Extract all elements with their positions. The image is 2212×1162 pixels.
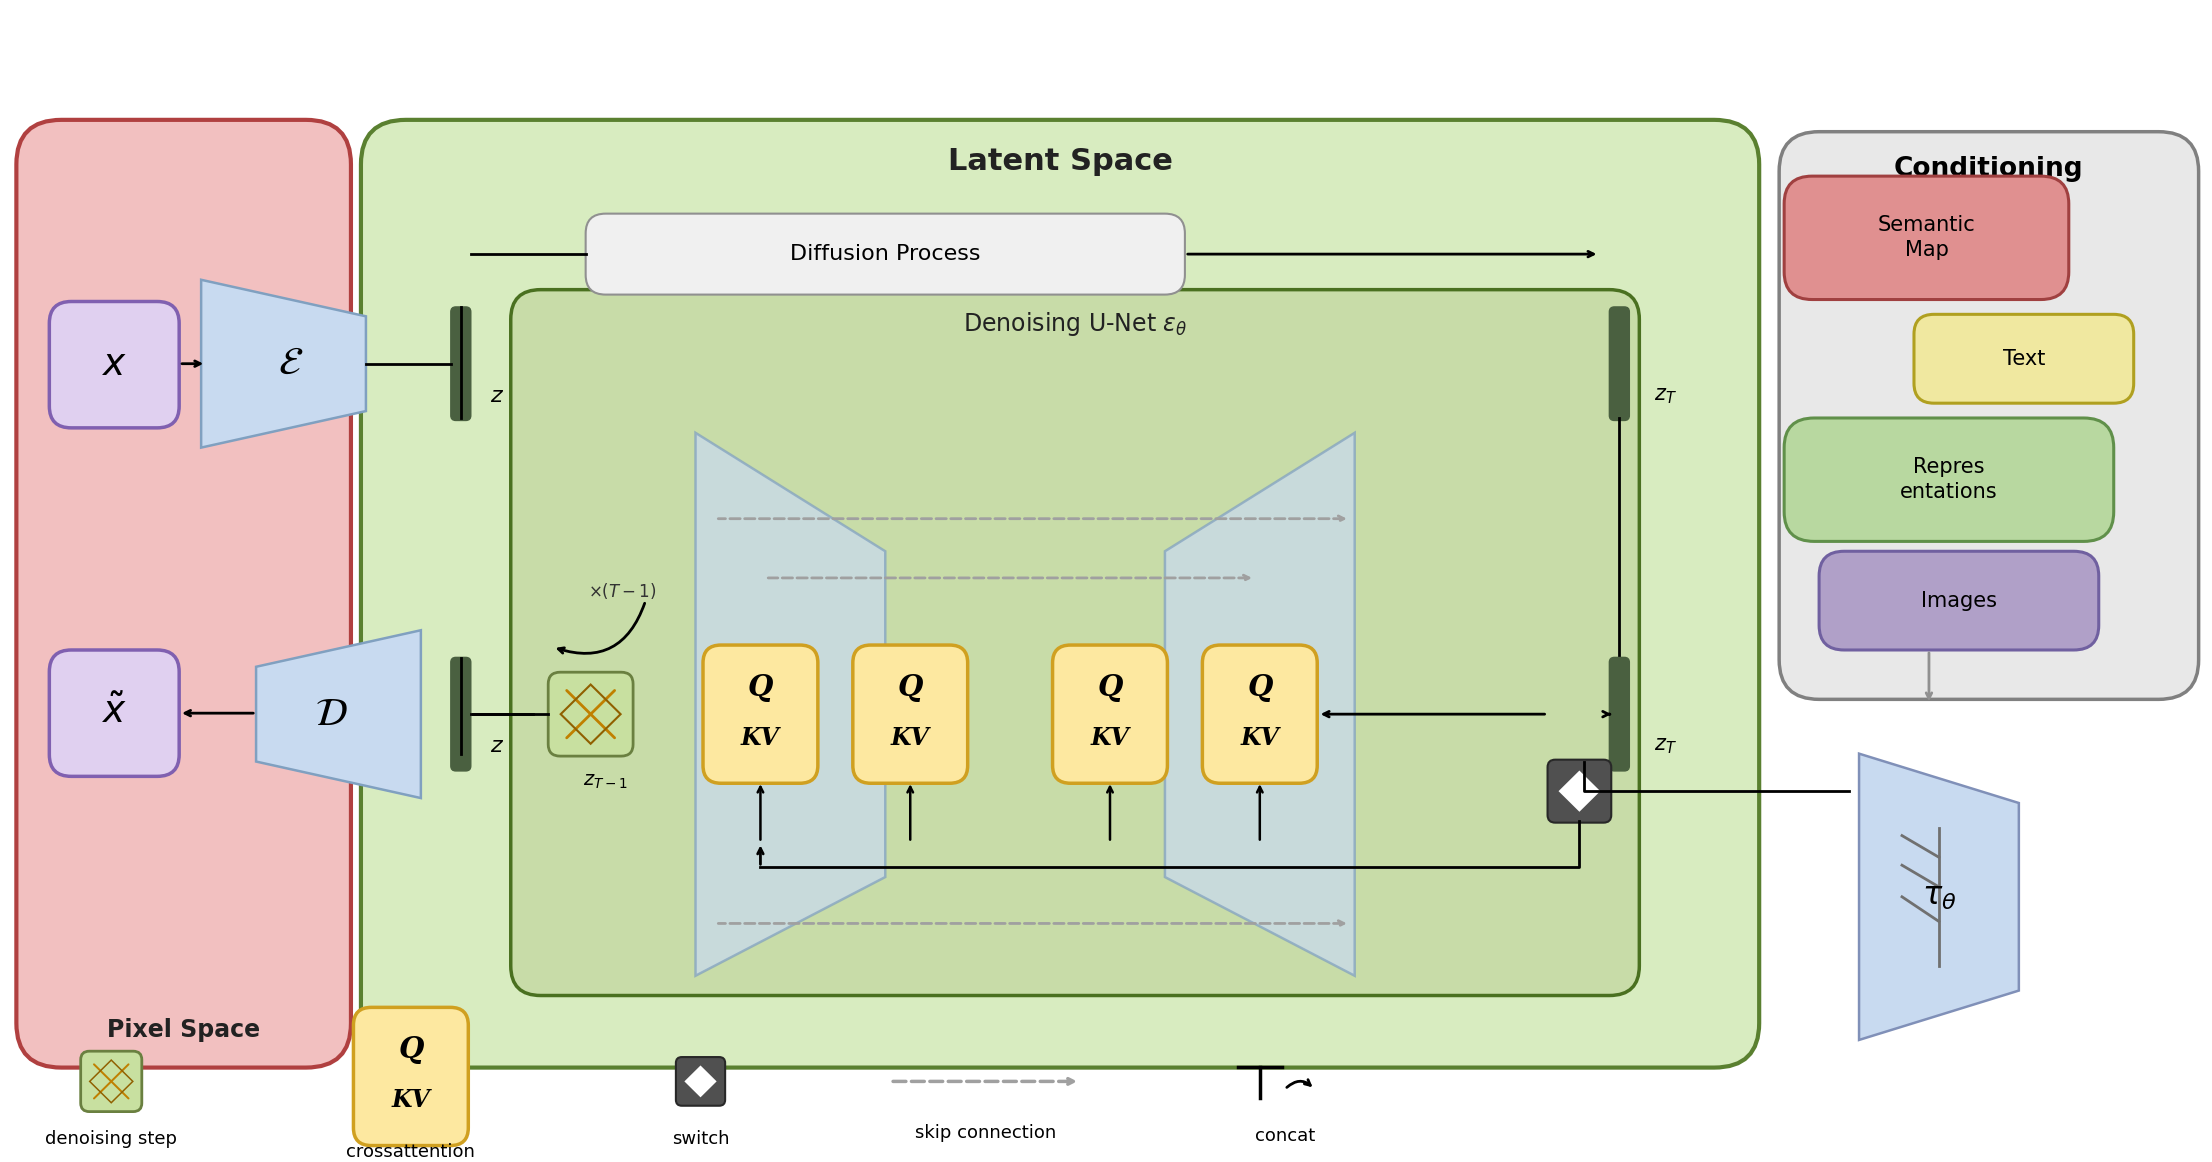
FancyBboxPatch shape: [854, 645, 967, 783]
Text: $\tilde{x}$: $\tilde{x}$: [102, 695, 126, 731]
FancyBboxPatch shape: [586, 214, 1186, 295]
Text: switch: switch: [672, 1129, 730, 1148]
Text: $x$: $x$: [102, 346, 126, 382]
Text: $z_{T-1}$: $z_{T-1}$: [584, 772, 628, 791]
Text: Conditioning: Conditioning: [1893, 156, 2084, 182]
Text: Images: Images: [1920, 590, 1997, 610]
Text: Latent Space: Latent Space: [947, 146, 1172, 175]
FancyBboxPatch shape: [677, 1057, 726, 1106]
Text: KV: KV: [891, 726, 929, 749]
FancyBboxPatch shape: [15, 120, 352, 1068]
Text: Q: Q: [398, 1035, 422, 1064]
FancyBboxPatch shape: [1203, 645, 1316, 783]
FancyBboxPatch shape: [1818, 551, 2099, 650]
Text: Semantic
Map: Semantic Map: [1878, 215, 1975, 260]
Text: KV: KV: [1091, 726, 1130, 749]
FancyBboxPatch shape: [354, 1007, 469, 1146]
Polygon shape: [1858, 754, 2020, 1040]
FancyBboxPatch shape: [451, 307, 471, 421]
Text: Q: Q: [1248, 673, 1272, 702]
Text: Q: Q: [1097, 673, 1124, 702]
FancyBboxPatch shape: [451, 658, 471, 770]
FancyBboxPatch shape: [1053, 645, 1168, 783]
Polygon shape: [1559, 770, 1599, 812]
Polygon shape: [1166, 432, 1354, 976]
Polygon shape: [684, 1066, 717, 1097]
FancyBboxPatch shape: [511, 289, 1639, 996]
Text: skip connection: skip connection: [914, 1124, 1055, 1142]
FancyBboxPatch shape: [1785, 177, 2068, 300]
Text: $\tau_\theta$: $\tau_\theta$: [1922, 881, 1955, 912]
Text: denoising step: denoising step: [44, 1129, 177, 1148]
Text: $\mathcal{D}$: $\mathcal{D}$: [314, 696, 347, 733]
Text: crossattention: crossattention: [347, 1143, 476, 1162]
FancyBboxPatch shape: [1548, 760, 1610, 823]
Polygon shape: [257, 630, 420, 798]
FancyBboxPatch shape: [1610, 658, 1630, 770]
Text: Repres
entations: Repres entations: [1900, 458, 1997, 502]
FancyBboxPatch shape: [1785, 418, 2115, 541]
FancyBboxPatch shape: [549, 672, 633, 756]
Text: KV: KV: [741, 726, 781, 749]
FancyBboxPatch shape: [1778, 131, 2199, 700]
FancyBboxPatch shape: [361, 120, 1759, 1068]
FancyBboxPatch shape: [1610, 307, 1630, 421]
Text: Text: Text: [2002, 349, 2046, 368]
Text: $z_T$: $z_T$: [1655, 386, 1677, 407]
Text: Q: Q: [898, 673, 922, 702]
FancyBboxPatch shape: [49, 301, 179, 428]
Text: z: z: [489, 386, 502, 407]
Text: Q: Q: [748, 673, 774, 702]
Polygon shape: [695, 432, 885, 976]
Text: Pixel Space: Pixel Space: [106, 1018, 261, 1042]
Text: $\times(T-1)$: $\times(T-1)$: [588, 581, 657, 601]
Text: $\mathcal{E}$: $\mathcal{E}$: [279, 345, 303, 382]
FancyBboxPatch shape: [80, 1052, 142, 1112]
Text: Denoising U-Net $\epsilon_\theta$: Denoising U-Net $\epsilon_\theta$: [962, 310, 1188, 338]
Text: Diffusion Process: Diffusion Process: [790, 244, 980, 264]
FancyBboxPatch shape: [49, 650, 179, 776]
Text: z: z: [489, 736, 502, 755]
Polygon shape: [201, 280, 365, 447]
Text: $z_T$: $z_T$: [1655, 736, 1677, 755]
FancyBboxPatch shape: [1913, 315, 2135, 403]
Text: KV: KV: [1241, 726, 1279, 749]
Text: concat: concat: [1254, 1127, 1314, 1145]
Text: KV: KV: [392, 1088, 431, 1112]
FancyBboxPatch shape: [703, 645, 818, 783]
